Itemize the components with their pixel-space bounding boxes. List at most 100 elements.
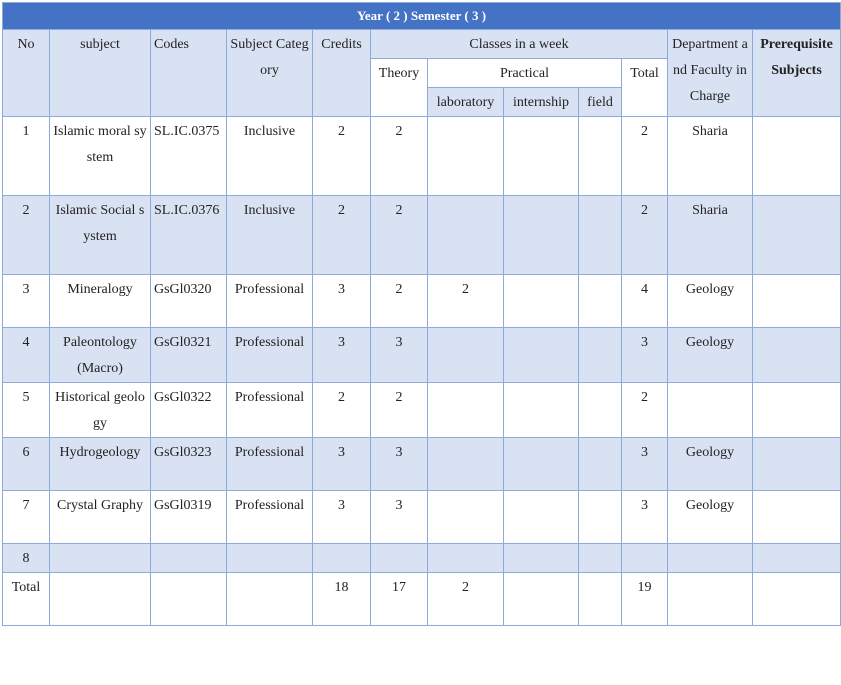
cell-code: GsGl0320 [150,274,227,328]
cell-prereq [752,327,841,383]
cell-theory [370,543,428,573]
cell-category: Professional [226,327,313,383]
header-subject: subject [49,29,151,117]
cell-subject: Historical geology [49,382,151,438]
total-lab: 2 [427,572,504,626]
cell-subject: Islamic moral system [49,116,151,196]
total-credits: 18 [312,572,371,626]
header-theory: Theory [370,58,428,117]
cell-subject: Islamic Social system [49,195,151,275]
cell-theory: 3 [370,437,428,491]
total-label: Total [2,572,50,626]
cell-no: 3 [2,274,50,328]
cell-category: Inclusive [226,116,313,196]
cell-total [621,543,668,573]
cell-field [578,274,622,328]
cell-prereq [752,543,841,573]
cell-category: Professional [226,274,313,328]
cell-total: 3 [621,490,668,544]
cell-code: GsGl0323 [150,437,227,491]
header-laboratory: laboratory [427,87,504,117]
cell-lab [427,327,504,383]
cell-theory: 3 [370,327,428,383]
cell-prereq [752,274,841,328]
total-theory: 17 [370,572,428,626]
cell-theory: 2 [370,274,428,328]
cell-field [578,490,622,544]
header-department: Department and Faculty in Charge [667,29,753,117]
semester-table: Year ( 2 ) Semester ( 3 ) No subject Cod… [2,2,841,626]
cell-no: 7 [2,490,50,544]
total-category [226,572,313,626]
cell-dept: Geology [667,274,753,328]
cell-code: GsGl0322 [150,382,227,438]
cell-dept: Geology [667,437,753,491]
cell-category: Professional [226,490,313,544]
cell-subject: Hydrogeology [49,437,151,491]
cell-field [578,195,622,275]
cell-category: Professional [226,437,313,491]
total-row: Total 18 17 2 19 [2,572,841,626]
cell-lab [427,543,504,573]
cell-prereq [752,437,841,491]
cell-subject: Mineralogy [49,274,151,328]
cell-field [578,437,622,491]
cell-dept [667,543,753,573]
cell-no: 8 [2,543,50,573]
table-row: 4 Paleontology (Macro) GsGl0321 Professiona… [2,327,841,383]
cell-dept: Geology [667,327,753,383]
cell-code [150,543,227,573]
cell-intern [503,116,579,196]
cell-subject: Paleontology (Macro) [49,327,151,383]
table-row: 8 [2,543,841,573]
total-code [150,572,227,626]
total-field [578,572,622,626]
cell-lab [427,490,504,544]
cell-category: Professional [226,382,313,438]
table-row: 6 Hydrogeology GsGl0323 Professional 3 3 3 Geol… [2,437,841,491]
cell-lab [427,382,504,438]
cell-theory: 3 [370,490,428,544]
cell-total: 2 [621,116,668,196]
cell-category: Inclusive [226,195,313,275]
cell-field [578,327,622,383]
cell-dept: Sharia [667,195,753,275]
cell-prereq [752,382,841,438]
cell-no: 1 [2,116,50,196]
cell-code: SL.IC.0375 [150,116,227,196]
total-prereq [752,572,841,626]
cell-total: 3 [621,327,668,383]
cell-lab [427,116,504,196]
cell-field [578,543,622,573]
table-row: 1 Islamic moral system SL.IC.0375 Inclusive… [2,116,841,196]
header-total: Total [621,58,668,117]
header-no: No [2,29,50,117]
cell-theory: 2 [370,195,428,275]
cell-intern [503,490,579,544]
cell-prereq [752,195,841,275]
total-dept [667,572,753,626]
cell-intern [503,437,579,491]
cell-no: 5 [2,382,50,438]
header-credits: Credits [312,29,371,117]
header-category: Subject Category [226,29,313,117]
cell-intern [503,327,579,383]
cell-theory: 2 [370,116,428,196]
cell-credits: 3 [312,327,371,383]
cell-dept: Geology [667,490,753,544]
cell-dept: Sharia [667,116,753,196]
header-codes: Codes [150,29,227,117]
cell-lab: 2 [427,274,504,328]
cell-dept [667,382,753,438]
cell-credits [312,543,371,573]
cell-prereq [752,490,841,544]
header-practical: Practical [427,58,622,88]
cell-prereq [752,116,841,196]
cell-intern [503,382,579,438]
cell-lab [427,195,504,275]
cell-code: GsGl0319 [150,490,227,544]
total-total: 19 [621,572,668,626]
header-internship: internship [503,87,579,117]
cell-theory: 2 [370,382,428,438]
cell-category [226,543,313,573]
